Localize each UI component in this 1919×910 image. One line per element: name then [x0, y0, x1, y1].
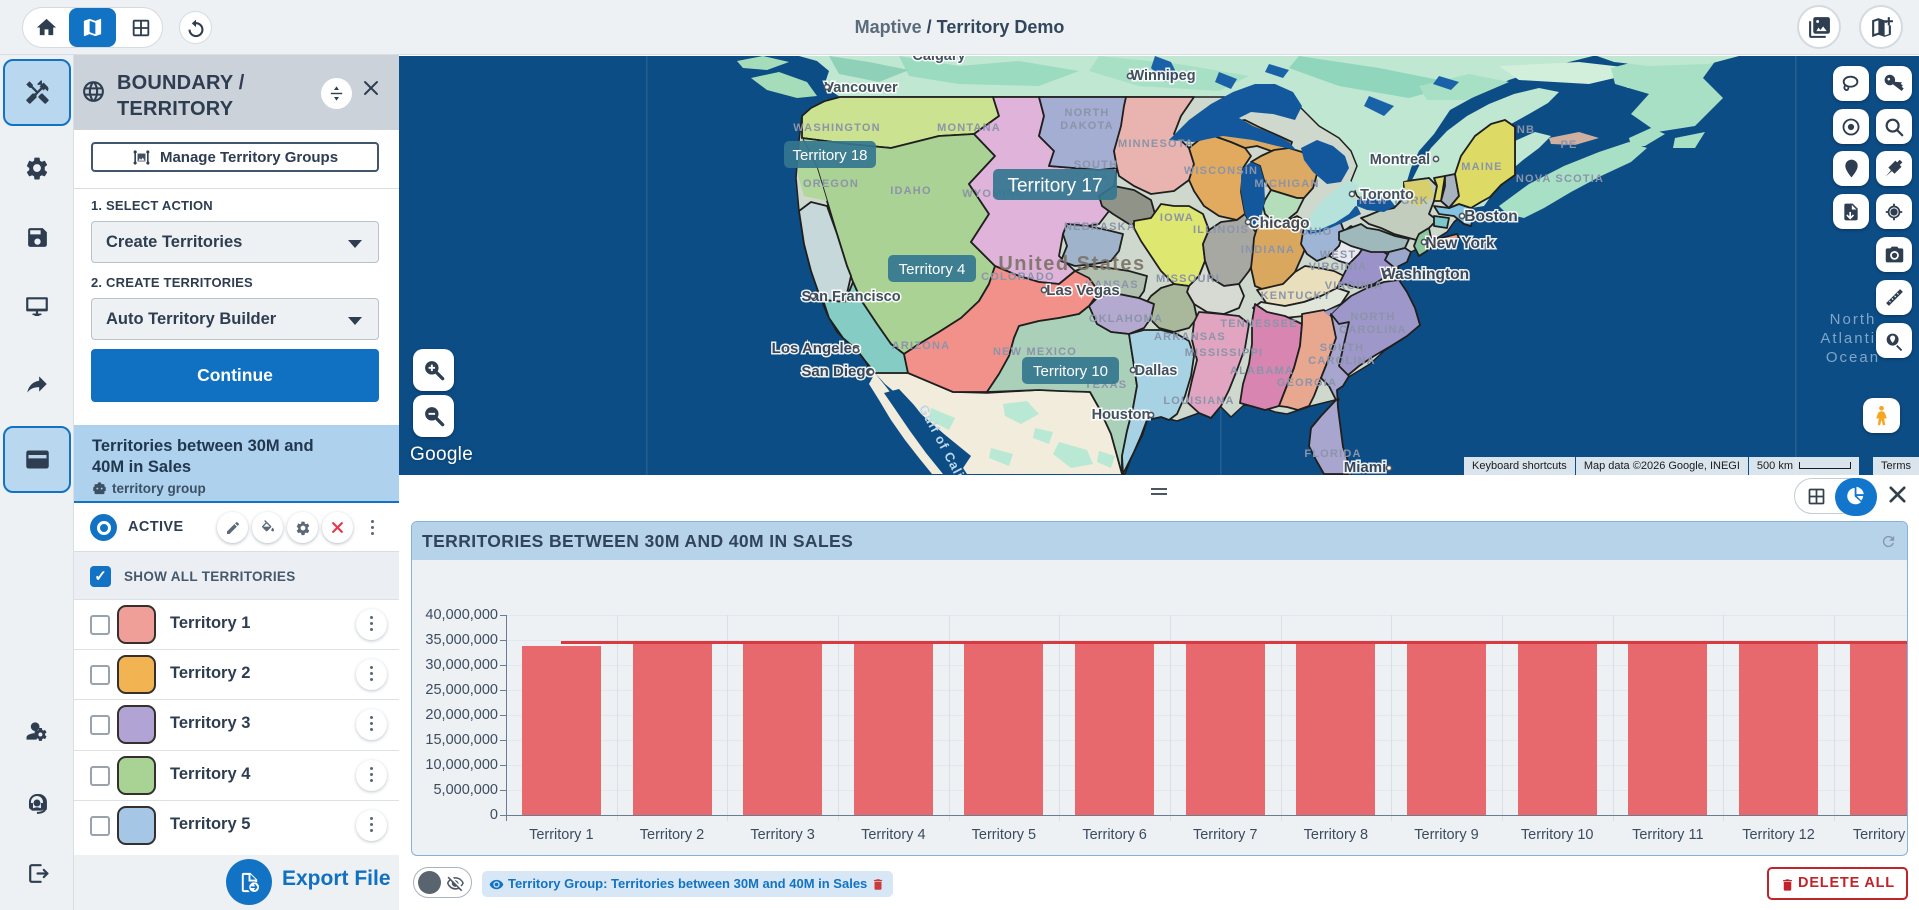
svg-text:United States: United States: [998, 253, 1145, 275]
svg-text:VIRGINIA: VIRGINIA: [1325, 280, 1384, 292]
svg-text:Ocean: Ocean: [1826, 349, 1880, 366]
svg-text:MISSOURI: MISSOURI: [1156, 273, 1220, 285]
svg-text:Chicago: Chicago: [1248, 215, 1309, 232]
svg-text:MAINE: MAINE: [1461, 161, 1502, 173]
svg-text:SOUTH: SOUTH: [1074, 159, 1119, 171]
svg-text:NEW MEXICO: NEW MEXICO: [993, 346, 1077, 358]
svg-text:NOVA SCOTIA: NOVA SCOTIA: [1516, 173, 1604, 185]
svg-text:Los Angeles: Los Angeles: [772, 340, 861, 357]
svg-text:MONTANA: MONTANA: [937, 122, 1001, 134]
svg-text:ARKANSAS: ARKANSAS: [1154, 331, 1226, 343]
svg-text:ILLINOIS: ILLINOIS: [1193, 224, 1249, 236]
svg-text:OKLAHOMA: OKLAHOMA: [1089, 313, 1163, 325]
svg-text:NORTH: NORTH: [1350, 311, 1395, 323]
svg-text:Montreal: Montreal: [1370, 152, 1430, 168]
svg-text:ALABAMA: ALABAMA: [1230, 365, 1294, 377]
svg-text:NORTH: NORTH: [1064, 107, 1109, 119]
svg-text:LOUISIANA: LOUISIANA: [1163, 395, 1234, 407]
svg-text:North: North: [1830, 311, 1877, 328]
svg-text:OHIO: OHIO: [1300, 226, 1333, 238]
svg-text:MISSISSIPPI: MISSISSIPPI: [1185, 347, 1264, 359]
svg-text:Territory 4: Territory 4: [899, 261, 966, 278]
svg-text:WASHINGTON: WASHINGTON: [793, 122, 881, 134]
svg-text:ARIZONA: ARIZONA: [892, 340, 951, 352]
svg-text:PE: PE: [1560, 139, 1577, 151]
svg-text:MICHIGAN: MICHIGAN: [1254, 178, 1319, 190]
svg-text:Vancouver: Vancouver: [824, 80, 898, 96]
svg-text:TENNESSEE: TENNESSEE: [1220, 318, 1297, 330]
svg-text:Winnipeg: Winnipeg: [1130, 68, 1195, 84]
svg-text:KENTUCKY: KENTUCKY: [1261, 290, 1332, 302]
svg-text:New York: New York: [1425, 235, 1495, 252]
svg-text:Houston: Houston: [1092, 407, 1151, 423]
svg-text:Territory 10: Territory 10: [1033, 363, 1108, 380]
svg-text:NB: NB: [1517, 124, 1535, 136]
svg-text:CAROLINA: CAROLINA: [1308, 355, 1376, 367]
svg-text:Boston: Boston: [1464, 208, 1517, 225]
svg-text:KANSAS: KANSAS: [1085, 279, 1139, 291]
svg-text:CAROLINA: CAROLINA: [1339, 324, 1407, 336]
svg-text:Territory 17: Territory 17: [1007, 175, 1102, 196]
svg-text:Calgary: Calgary: [912, 56, 965, 64]
svg-text:NEBRASKA: NEBRASKA: [1064, 221, 1136, 233]
svg-text:SOUTH: SOUTH: [1320, 342, 1365, 354]
svg-text:FLORIDA: FLORIDA: [1304, 448, 1361, 460]
svg-text:OREGON: OREGON: [803, 178, 859, 190]
svg-text:VIRGINIA: VIRGINIA: [1309, 261, 1368, 273]
svg-text:Dallas: Dallas: [1135, 363, 1178, 379]
svg-text:Miami: Miami: [1344, 459, 1387, 475]
svg-text:WEST: WEST: [1320, 249, 1357, 261]
svg-text:MINNESOTA: MINNESOTA: [1118, 138, 1194, 150]
svg-text:COLORADO: COLORADO: [981, 271, 1055, 283]
svg-text:Las Vegas: Las Vegas: [1046, 282, 1119, 299]
svg-text:DAKOTA: DAKOTA: [1060, 120, 1113, 132]
svg-text:INDIANA: INDIANA: [1241, 244, 1295, 256]
svg-text:IDAHO: IDAHO: [890, 185, 931, 197]
svg-text:WISCONSIN: WISCONSIN: [1184, 165, 1258, 177]
svg-text:IOWA: IOWA: [1160, 212, 1194, 224]
svg-text:San Francisco: San Francisco: [801, 289, 900, 305]
svg-text:Territory 18: Territory 18: [792, 147, 867, 164]
svg-text:San Diego: San Diego: [801, 363, 874, 380]
svg-text:Atlantic: Atlantic: [1820, 330, 1885, 347]
svg-text:NEW YORK: NEW YORK: [1359, 195, 1429, 207]
svg-text:GEORGIA: GEORGIA: [1277, 377, 1337, 389]
svg-text:Toronto: Toronto: [1360, 187, 1414, 203]
svg-text:Washington: Washington: [1381, 266, 1469, 283]
